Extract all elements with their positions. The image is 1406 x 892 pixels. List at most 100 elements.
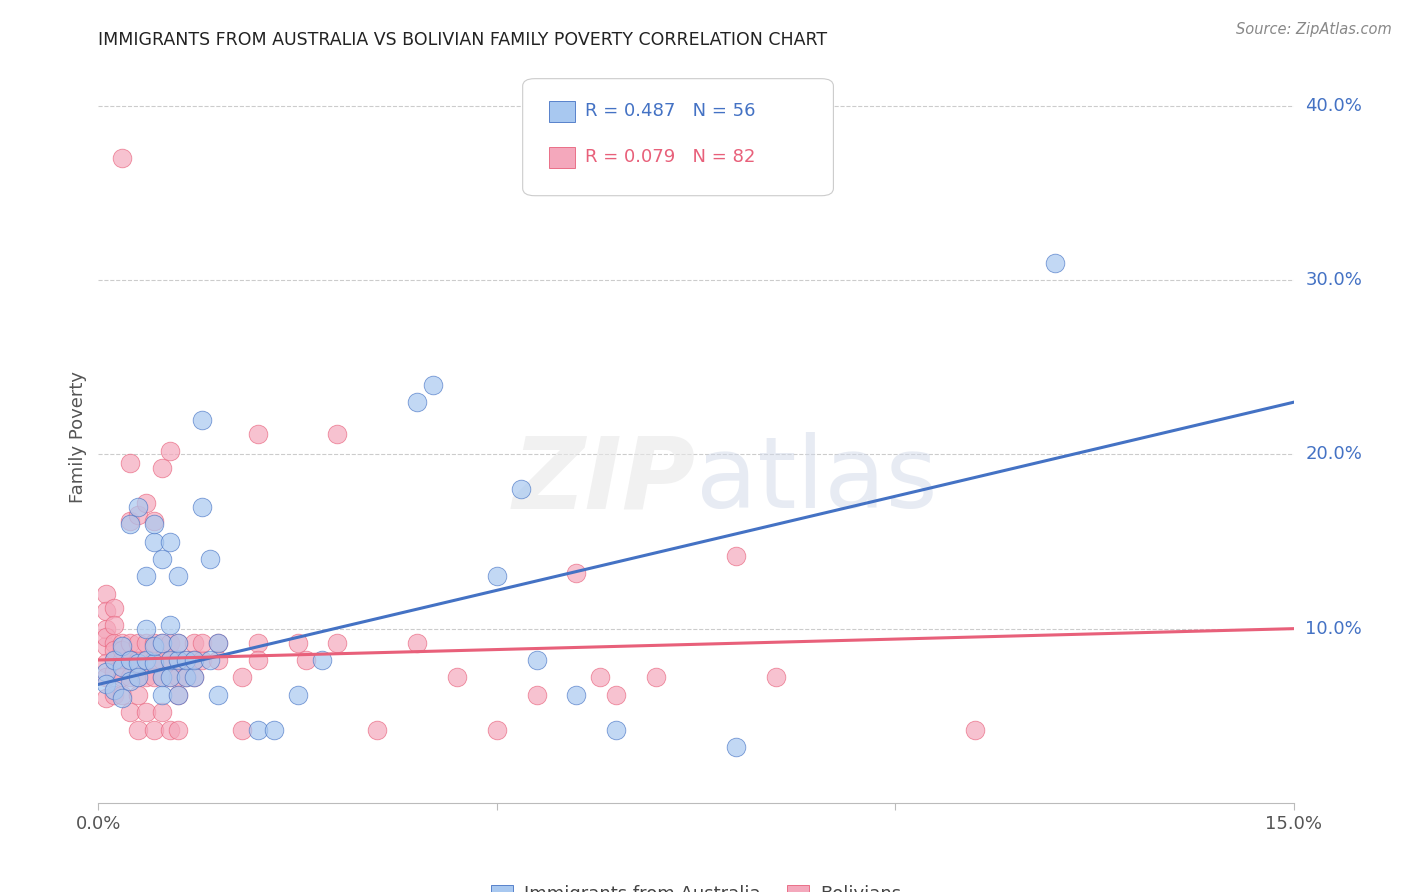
Point	[231, 670, 253, 684]
Point	[127, 635, 149, 649]
Text: 20.0%: 20.0%	[1305, 445, 1362, 464]
Point	[143, 517, 166, 532]
Point	[127, 500, 149, 514]
Point	[191, 635, 214, 649]
Point	[150, 705, 173, 719]
Point	[446, 670, 468, 684]
Point	[143, 653, 166, 667]
Point	[143, 635, 166, 649]
Point	[509, 483, 531, 497]
Point	[96, 639, 118, 653]
Point	[96, 657, 118, 671]
Point	[526, 653, 548, 667]
Point	[326, 635, 349, 649]
Point	[127, 688, 149, 702]
Text: 10.0%: 10.0%	[1305, 620, 1362, 638]
Point	[143, 534, 166, 549]
Point	[207, 653, 229, 667]
Point	[191, 412, 214, 426]
Point	[565, 688, 588, 702]
Point	[111, 642, 134, 657]
Point	[143, 670, 166, 684]
Text: Source: ZipAtlas.com: Source: ZipAtlas.com	[1236, 22, 1392, 37]
Point	[167, 569, 190, 583]
Point	[174, 670, 197, 684]
Point	[111, 660, 134, 674]
Text: atlas: atlas	[696, 433, 938, 530]
Point	[159, 670, 181, 684]
Point	[150, 635, 173, 649]
Point	[159, 618, 181, 632]
Point	[111, 670, 134, 684]
Point	[120, 517, 142, 532]
Point	[127, 670, 149, 684]
Point	[103, 653, 125, 667]
Point	[724, 549, 747, 563]
Point	[135, 635, 157, 649]
Point	[287, 688, 309, 702]
Point	[207, 635, 229, 649]
Point	[183, 635, 205, 649]
Point	[143, 657, 166, 671]
Point	[135, 496, 157, 510]
Legend: Immigrants from Australia, Bolivians: Immigrants from Australia, Bolivians	[484, 878, 908, 892]
Point	[159, 653, 181, 667]
Point	[963, 723, 986, 737]
Point	[167, 723, 190, 737]
Point	[174, 653, 197, 667]
Point	[485, 569, 508, 583]
Point	[96, 677, 118, 691]
Text: R = 0.079   N = 82: R = 0.079 N = 82	[585, 148, 755, 167]
Point	[127, 653, 149, 667]
Point	[150, 688, 173, 702]
Point	[103, 642, 125, 657]
Point	[127, 723, 149, 737]
Point	[143, 514, 166, 528]
Point	[103, 600, 125, 615]
Point	[120, 670, 142, 684]
Point	[111, 635, 134, 649]
Point	[111, 152, 134, 166]
Point	[120, 705, 142, 719]
Point	[111, 639, 134, 653]
Point	[135, 653, 157, 667]
Point	[645, 670, 668, 684]
Point	[183, 670, 205, 684]
Point	[183, 670, 205, 684]
Point	[589, 670, 612, 684]
Point	[150, 670, 173, 684]
Point	[120, 673, 142, 688]
Point	[294, 653, 316, 667]
Point	[150, 670, 173, 684]
FancyBboxPatch shape	[523, 78, 834, 195]
Text: ZIP: ZIP	[513, 433, 696, 530]
Point	[246, 635, 269, 649]
Point	[167, 635, 190, 649]
Point	[96, 604, 118, 618]
Point	[263, 723, 285, 737]
Y-axis label: Family Poverty: Family Poverty	[69, 371, 87, 503]
Point	[120, 456, 142, 470]
Point	[96, 622, 118, 636]
Point	[120, 514, 142, 528]
Point	[406, 395, 429, 409]
Point	[111, 653, 134, 667]
Point	[406, 635, 429, 649]
Point	[198, 653, 221, 667]
Point	[366, 723, 388, 737]
Point	[143, 639, 166, 653]
Point	[246, 653, 269, 667]
Point	[143, 723, 166, 737]
Point	[103, 665, 125, 680]
Point	[103, 688, 125, 702]
Point	[135, 653, 157, 667]
Point	[167, 688, 190, 702]
Point	[191, 653, 214, 667]
Point	[183, 653, 205, 667]
Point	[231, 723, 253, 737]
Point	[111, 691, 134, 706]
Point	[120, 653, 142, 667]
Point	[174, 670, 197, 684]
Point	[150, 653, 173, 667]
Point	[150, 635, 173, 649]
